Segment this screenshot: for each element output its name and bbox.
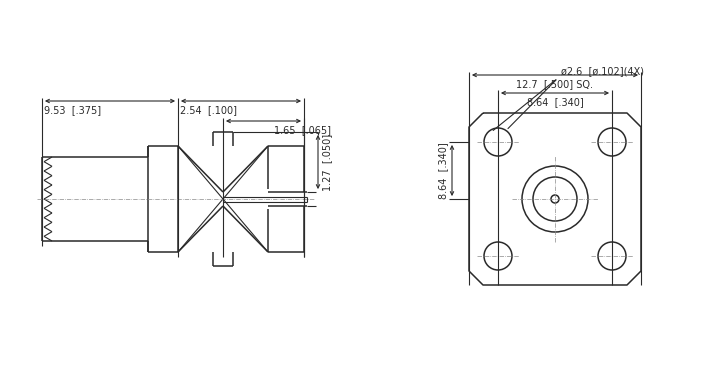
Text: 9.53  [.375]: 9.53 [.375] (44, 105, 101, 115)
Text: 8.64  [.340]: 8.64 [.340] (526, 97, 583, 107)
Text: 12.7  [.500] SQ.: 12.7 [.500] SQ. (516, 79, 593, 89)
Text: 1.27  [.050]: 1.27 [.050] (322, 133, 332, 190)
Text: 1.65  [.065]: 1.65 [.065] (274, 125, 330, 135)
Text: ø2.6  [ø.102](4X): ø2.6 [ø.102](4X) (561, 66, 644, 76)
Text: 8.64  [.340]: 8.64 [.340] (438, 142, 448, 199)
Text: 2.54  [.100]: 2.54 [.100] (180, 105, 237, 115)
